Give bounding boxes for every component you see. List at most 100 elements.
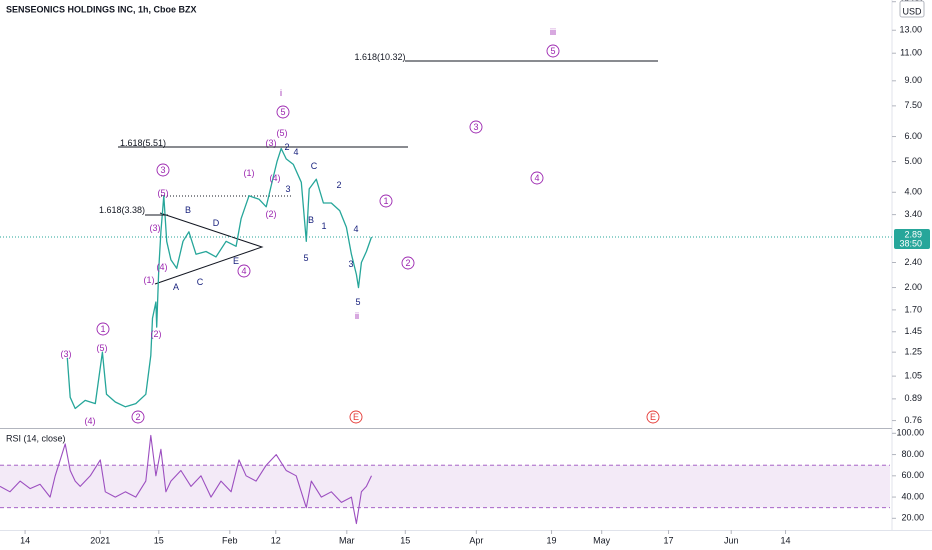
annotation: (5): [158, 188, 169, 198]
series-line: [0, 434, 372, 525]
wave-circle: [156, 163, 170, 177]
annotation: 1.618(10.32): [354, 52, 405, 62]
y-tick-label: 40.00: [901, 491, 924, 501]
annotation: 1: [321, 221, 326, 231]
annotation: (4): [85, 416, 96, 426]
annotation: 4: [293, 147, 298, 157]
annotation: (1): [244, 168, 255, 178]
y-tick-label: 60.00: [901, 470, 924, 480]
y-tick-label: 2.00: [904, 282, 922, 292]
y-tick-label: 1.05: [904, 371, 922, 381]
annotation: 3: [160, 165, 165, 175]
annotation: 1.618(3.38): [99, 205, 145, 215]
annotation: E: [233, 256, 239, 266]
wave-circle: [96, 322, 110, 336]
annotation: 3: [473, 122, 478, 132]
series-line: [66, 147, 373, 410]
x-tick-label: 2021: [90, 535, 110, 545]
x-tick-label: Jun: [724, 535, 739, 545]
y-tick-label: 6.00: [904, 131, 922, 141]
annotation: (4): [157, 262, 168, 272]
x-tick-label: 17: [664, 535, 674, 545]
annotation: (3): [150, 223, 161, 233]
annotation: 5: [550, 46, 555, 56]
y-tick-label: 1.45: [904, 326, 922, 336]
annotation: 1: [100, 324, 105, 334]
annotation: 2: [405, 258, 410, 268]
countdown: 38:50: [899, 238, 922, 248]
annotation: 4: [241, 266, 246, 276]
annotation: 3: [348, 259, 353, 269]
y-tick-label: 5.00: [904, 156, 922, 166]
annotation: 5: [280, 107, 285, 117]
last-price-label: 2.89: [904, 229, 922, 239]
annotation: A: [173, 282, 179, 292]
annotation: 1: [383, 196, 388, 206]
y-tick-label: 3.40: [904, 209, 922, 219]
y-tick-label: 11.00: [900, 48, 922, 58]
rsi-band: [0, 465, 890, 508]
annotation: 2: [336, 180, 341, 190]
last-price-box: [894, 228, 930, 249]
wave-circle: [276, 105, 290, 119]
annotation: 2: [284, 142, 289, 152]
wave-circle: [379, 194, 393, 208]
annotation: (2): [266, 209, 277, 219]
rsi-title: RSI (14, close): [6, 433, 66, 443]
annotation: iii: [550, 27, 556, 37]
x-tick-label: 14: [20, 535, 30, 545]
y-tick-label: 1.25: [904, 347, 922, 357]
annotation: (5): [277, 128, 288, 138]
annotation: 3: [285, 184, 290, 194]
annotation: (2): [151, 329, 162, 339]
y-tick-label: 9.00: [904, 75, 922, 85]
annotation: E: [650, 412, 656, 422]
currency-box: [899, 0, 925, 18]
wave-circle: [546, 44, 560, 58]
x-tick-label: 15: [154, 535, 164, 545]
x-tick-label: Mar: [339, 535, 355, 545]
x-tick-label: 12: [271, 535, 281, 545]
triangle: [154, 212, 264, 285]
annotation: ii: [355, 311, 359, 321]
x-tick-label: 14: [781, 535, 791, 545]
annotation: (3): [61, 349, 72, 359]
wave-circle: [401, 256, 415, 270]
chart-title: SENSEONICS HOLDINGS INC, 1h, Cboe BZX: [6, 4, 197, 14]
annotation: (3): [266, 138, 277, 148]
annotation: (4): [270, 173, 281, 183]
annotation: (1): [144, 275, 155, 285]
y-tick-label: 13.00: [899, 25, 922, 35]
annotation: C: [311, 161, 318, 171]
annotation: 5: [355, 297, 360, 307]
currency: USD: [902, 6, 922, 16]
x-tick-label: Feb: [222, 535, 238, 545]
x-tick-label: Apr: [469, 535, 483, 545]
wave-circle: [131, 410, 145, 424]
annotation: 4: [534, 173, 539, 183]
x-tick-label: 19: [547, 535, 557, 545]
x-tick-label: 15: [400, 535, 410, 545]
annotation: 5: [303, 253, 308, 263]
x-tick-label: May: [593, 535, 611, 545]
y-tick-label: 20.00: [901, 513, 924, 523]
annotation: 2: [135, 412, 140, 422]
y-tick-label: 0.89: [904, 393, 922, 403]
y-tick-label: 2.40: [904, 257, 922, 267]
y-tick-label: 100.00: [896, 428, 924, 438]
annotation: (5): [97, 343, 108, 353]
annotation: E: [353, 412, 359, 422]
y-tick-label: 80.00: [901, 449, 924, 459]
annotation: C: [197, 277, 204, 287]
annotation: B: [308, 215, 314, 225]
y-tick-label: 4.00: [904, 187, 922, 197]
annotation: B: [185, 205, 191, 215]
annotation: D: [213, 218, 220, 228]
annotation: 1.618(5.51): [120, 138, 166, 148]
wave-circle: [646, 410, 660, 424]
wave-circle: [349, 410, 363, 424]
wave-circle: [530, 171, 544, 185]
wave-circle: [469, 120, 483, 134]
